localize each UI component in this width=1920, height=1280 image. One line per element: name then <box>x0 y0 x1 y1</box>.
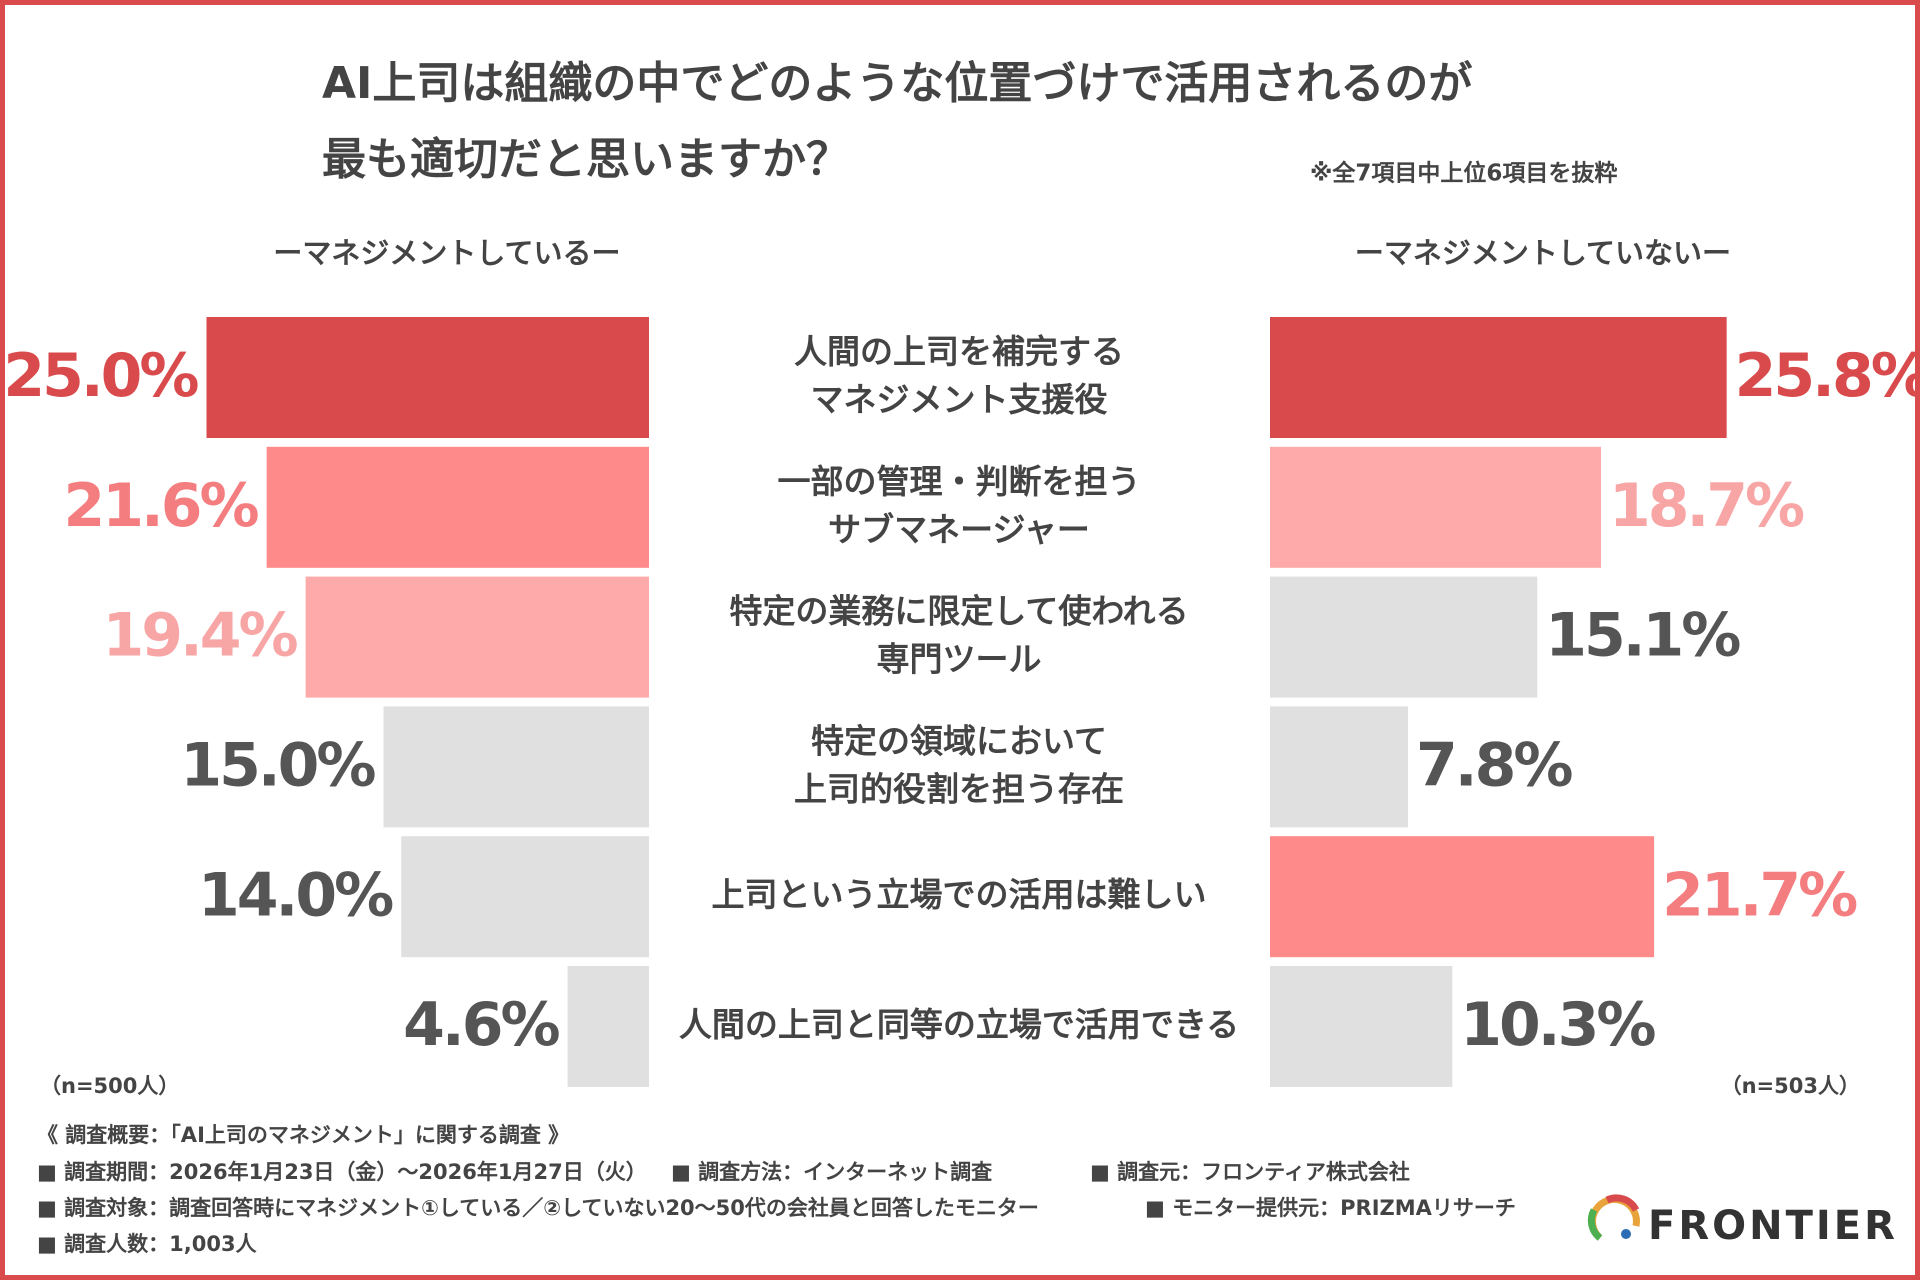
value-label: 4.6% <box>403 990 559 1060</box>
category-label: 上司的役割を担う存在 <box>794 769 1124 808</box>
value-label: 21.7% <box>1662 860 1857 930</box>
category-label: 特定の業務に限定して使われる <box>729 592 1188 631</box>
logo-arc <box>1587 1208 1603 1241</box>
logo-text: FRONTIER <box>1648 1203 1898 1249</box>
bar <box>305 576 649 698</box>
category-label: マネジメント支援役 <box>811 380 1108 419</box>
bar <box>383 706 649 828</box>
category-label: 人間の上司と同等の立場で活用できる <box>679 1005 1239 1044</box>
value-label: 15.0% <box>180 730 375 800</box>
bar <box>1270 706 1409 828</box>
sample-size: （n=500人） <box>40 1074 179 1098</box>
footer-item: ■ 調査期間：2026年1月23日（金）〜2026年1月27日（火） <box>37 1160 647 1184</box>
title-line: AI上司は組織の中でどのような位置づけで活用されるのが <box>322 58 1472 109</box>
footer-item: ■ 調査方法：インターネット調査 <box>671 1160 992 1184</box>
category-label: 人間の上司を補完する <box>794 332 1124 371</box>
bar <box>401 836 649 958</box>
logo-arc <box>1605 1194 1640 1212</box>
category-label: 上司という立場での活用は難しい <box>712 875 1207 914</box>
footer-item: ■ 調査人数：1,003人 <box>37 1232 257 1256</box>
bar <box>266 446 649 568</box>
bar <box>1270 576 1538 698</box>
value-label: 21.6% <box>64 471 259 541</box>
value-label: 15.1% <box>1545 601 1740 671</box>
note: ※全7項目中上位6項目を抜粋 <box>1310 160 1617 187</box>
value-label: 14.0% <box>198 860 393 930</box>
footer-item: ■ 調査元：フロンティア株式会社 <box>1090 1160 1410 1184</box>
category-label: 専門ツール <box>877 640 1042 679</box>
footer-item: ■ 調査対象：調査回答時にマネジメント①している／②していない20〜50代の会社… <box>37 1196 1039 1220</box>
category-label: 特定の領域において <box>811 721 1107 760</box>
series-header: ーマネジメントしているー <box>273 236 620 270</box>
bar <box>1270 317 1727 438</box>
bar <box>1270 446 1601 568</box>
value-label: 19.4% <box>102 601 297 671</box>
series-header: ーマネジメントしていないー <box>1355 236 1731 270</box>
value-label: 25.0% <box>3 341 198 411</box>
value-label: 7.8% <box>1416 730 1572 800</box>
logo: FRONTIER <box>1587 1194 1898 1249</box>
value-label: 18.7% <box>1609 471 1804 541</box>
category-label: サブマネージャー <box>828 510 1090 549</box>
sample-size: （n=503人） <box>1721 1074 1860 1098</box>
bar <box>1270 836 1655 958</box>
category-label: 一部の管理・判断を担う <box>778 462 1141 501</box>
value-label: 10.3% <box>1460 990 1655 1060</box>
logo-dot <box>1621 1229 1631 1239</box>
bar <box>1270 966 1453 1087</box>
title-line: 最も適切だと思いますか？ <box>322 134 850 185</box>
bar <box>206 317 649 438</box>
footer-item: ■ モニター提供元：PRIZMAリサーチ <box>1145 1196 1516 1220</box>
bar <box>567 966 649 1087</box>
footer-heading: 《 調査概要：「AI上司のマネジメント」に関する調査 》 <box>37 1123 569 1147</box>
value-label: 25.8% <box>1735 341 1920 411</box>
